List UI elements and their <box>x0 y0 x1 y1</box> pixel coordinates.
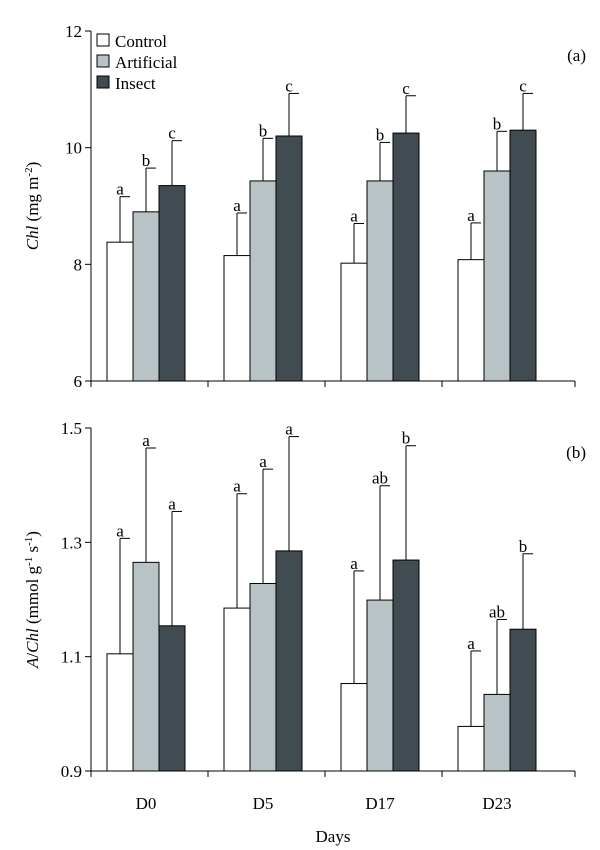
bar-artificial-d0 <box>132 211 160 382</box>
bar-artificial-d0 <box>132 561 160 772</box>
significance-letter: ab <box>372 469 388 488</box>
y-axis-label-part: / <box>23 653 42 658</box>
legend-label-artificial: Artificial <box>115 53 178 72</box>
significance-letter: b <box>142 151 151 170</box>
significance-letter: ab <box>489 603 505 622</box>
significance-letter: b <box>493 114 502 133</box>
x-tick-label: D17 <box>365 794 395 813</box>
bar-control-d23 <box>457 259 485 382</box>
significance-letter: b <box>402 429 411 448</box>
significance-letter: a <box>467 634 475 653</box>
significance-letter: c <box>402 79 410 98</box>
y-axis-label-part: ) <box>23 531 42 537</box>
y-axis-label-part: -1 <box>23 537 35 546</box>
significance-letter: a <box>142 431 150 450</box>
bar-artificial-d5 <box>249 582 277 772</box>
bar-control-d5 <box>223 255 251 382</box>
bar-control-d17 <box>340 262 368 382</box>
x-tick-label: D23 <box>482 794 511 813</box>
y-axis-label-part: -2 <box>23 167 35 176</box>
significance-letter: b <box>259 121 268 140</box>
y-tick-label: 12 <box>65 22 82 41</box>
y-axis-label-part: (mg m <box>23 177 42 226</box>
bar-insect-d17 <box>392 132 420 382</box>
legend-swatch-artificial <box>96 54 110 68</box>
bar-insect-d23 <box>509 129 537 382</box>
significance-letter: a <box>350 207 358 226</box>
bar-artificial-d23 <box>483 693 511 772</box>
bar-control-d0 <box>106 241 134 382</box>
panel-label: (b) <box>566 443 586 462</box>
bar-insect-d17 <box>392 559 420 772</box>
legend-swatch-insect <box>96 75 110 89</box>
y-axis-label-part: s <box>23 546 42 557</box>
significance-letter: a <box>285 420 293 439</box>
y-tick-label: 10 <box>65 139 82 158</box>
x-axis-label: Days <box>316 827 351 846</box>
legend-swatch-control <box>96 33 110 47</box>
significance-letter: a <box>116 180 124 199</box>
y-axis-label-part: Chl <box>23 628 42 653</box>
bar-artificial-d17 <box>366 180 394 382</box>
x-tick-label: D5 <box>253 794 274 813</box>
bar-insect-d5 <box>275 550 303 772</box>
significance-letter: a <box>233 196 241 215</box>
bar-control-d23 <box>457 725 485 772</box>
bar-control-d17 <box>340 683 368 772</box>
significance-letter: a <box>116 521 124 540</box>
y-axis-label: A/Chl (mmol g-1 s-1) <box>23 531 42 669</box>
x-tick-label: D0 <box>136 794 157 813</box>
y-axis-label-part: -1 <box>23 557 35 566</box>
y-tick-label: 0.9 <box>61 762 82 781</box>
y-tick-label: 1.3 <box>61 533 82 552</box>
y-tick-label: 8 <box>74 255 83 274</box>
bar-insect-d0 <box>158 625 186 772</box>
bar-artificial-d23 <box>483 170 511 382</box>
significance-letter: a <box>350 554 358 573</box>
y-axis-label-part: A <box>23 657 42 669</box>
y-axis-label-part: (mmol g <box>23 565 42 628</box>
bar-artificial-d17 <box>366 599 394 772</box>
y-axis-label: Chl (mg m-2) <box>23 162 42 251</box>
bar-insect-d23 <box>509 628 537 772</box>
bar-artificial-d5 <box>249 180 277 382</box>
bar-control-d5 <box>223 607 251 772</box>
significance-letter: a <box>168 494 176 513</box>
y-tick-label: 6 <box>74 372 83 391</box>
significance-letter: a <box>233 477 241 496</box>
significance-letter: b <box>376 125 385 144</box>
significance-letter: b <box>519 537 528 556</box>
legend-label-insect: Insect <box>115 74 156 93</box>
significance-letter: a <box>467 206 475 225</box>
y-tick-label: 1.5 <box>61 419 82 438</box>
bar-insect-d0 <box>158 185 186 382</box>
y-tick-label: 1.1 <box>61 648 82 667</box>
legend-label-control: Control <box>115 32 167 51</box>
panel-label: (a) <box>567 46 586 65</box>
significance-letter: c <box>519 76 527 95</box>
bar-control-d0 <box>106 653 134 772</box>
y-axis-label-part: Chl <box>23 225 42 250</box>
significance-letter: c <box>168 124 176 143</box>
significance-letter: a <box>259 452 267 471</box>
y-axis-label-part: ) <box>23 162 42 168</box>
bar-insect-d5 <box>275 135 303 382</box>
significance-letter: c <box>285 76 293 95</box>
